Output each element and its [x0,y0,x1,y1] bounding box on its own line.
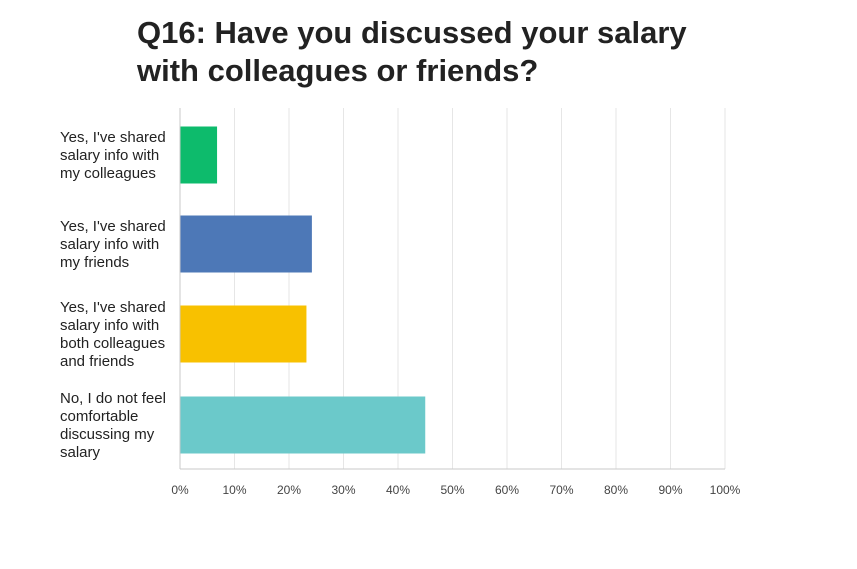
category-label-line: Yes, I've shared [60,299,166,316]
category-label: Yes, I've shared salary info with both col… [60,299,166,370]
category-label-line: both colleagues [60,335,165,352]
category-label-line: my colleagues [60,165,156,182]
bar [180,215,312,273]
x-tick-label: 40% [386,483,410,497]
chart-title-line-2: with colleagues or friends? [137,53,539,88]
category-label-line: and friends [60,353,134,370]
x-tick-label: 100% [710,483,741,497]
category-label-line: my friends [60,254,129,271]
category-label-line: comfortable [60,408,138,425]
category-label-line: salary info with [60,317,159,334]
category-label: Yes, I've shared salary info with my colle… [60,129,166,182]
bars [180,126,426,454]
bar [180,305,307,363]
x-tick-label: 10% [222,483,246,497]
x-tick-label: 0% [171,483,189,497]
bar [180,126,218,184]
category-label-line: salary info with [60,147,159,164]
category-label: No, I do not feel comfortable discussing m… [60,390,166,461]
x-tick-label: 50% [440,483,464,497]
x-tick-label: 60% [495,483,519,497]
category-label-line: Yes, I've shared [60,218,166,235]
x-tick-label: 70% [549,483,573,497]
category-label-line: salary [60,444,101,461]
x-tick-label: 90% [658,483,682,497]
x-tick-label: 30% [331,483,355,497]
category-label-line: No, I do not feel [60,390,166,407]
x-tick-label: 20% [277,483,301,497]
x-tick-label: 80% [604,483,628,497]
chart-title: Q16: Have you discussed your salary with… [137,14,837,90]
bar [180,396,426,454]
x-tick-labels: 0% 10% 20% 30% 40% 50% 60% 70% 80% 90% 100% [171,483,740,497]
category-label: Yes, I've shared salary info with my frien… [60,218,166,271]
category-label-line: Yes, I've shared [60,129,166,146]
axes [179,108,725,470]
category-label-line: salary info with [60,236,159,253]
category-label-line: discussing my [60,426,155,443]
chart-title-line-1: Q16: Have you discussed your salary [137,15,687,50]
category-labels: Yes, I've shared salary info with my colle… [60,129,166,461]
